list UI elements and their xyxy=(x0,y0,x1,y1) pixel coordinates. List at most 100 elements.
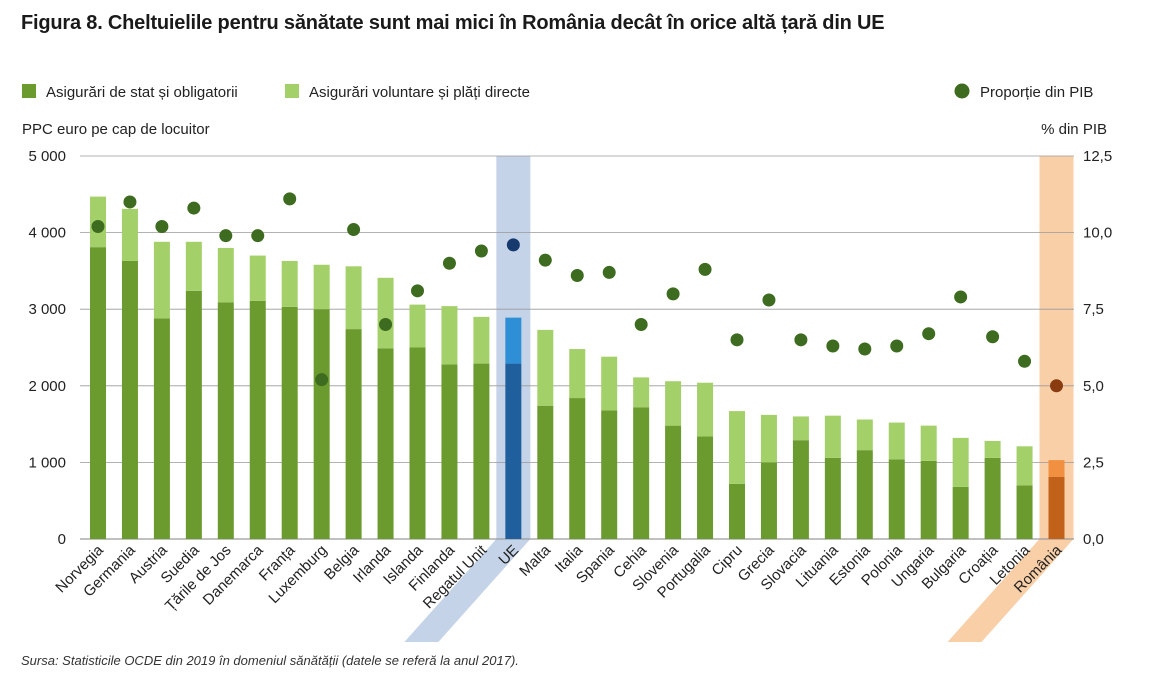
gdp-share-dot xyxy=(858,342,872,356)
bar-mandatory xyxy=(281,306,298,539)
bar-mandatory xyxy=(888,459,905,539)
bar-voluntary xyxy=(697,382,714,437)
bar-voluntary xyxy=(824,415,841,458)
gdp-share-dots xyxy=(91,192,1063,393)
gdp-share-dot xyxy=(123,195,137,209)
gdp-share-dot xyxy=(283,192,297,206)
bars xyxy=(90,196,1065,540)
bar-voluntary xyxy=(153,241,170,319)
gdp-share-dot xyxy=(506,238,520,252)
legend-label-voluntary: Asigurări voluntare și plăți directe xyxy=(309,84,530,101)
gdp-share-dot xyxy=(602,265,616,279)
legend-swatch-mandatory xyxy=(22,84,36,98)
gdp-share-dot xyxy=(187,201,201,215)
left-axis-title: PPC euro pe cap de locuitor xyxy=(22,121,210,138)
bar-mandatory xyxy=(217,302,234,539)
bar-voluntary xyxy=(856,419,873,451)
health-spending-chart: 0 1 000 2 000 3 000 4 000 5 000 0,0 2,5 5,0 7,5 10… xyxy=(22,83,1112,642)
right-tick-label: 5,0 xyxy=(1083,378,1104,395)
gdp-share-dot xyxy=(347,223,361,237)
gdp-share-dot xyxy=(730,333,744,347)
bar-mandatory xyxy=(121,260,138,539)
gdp-share-dot xyxy=(1018,354,1032,368)
gdp-share-dot xyxy=(411,284,424,298)
bar-voluntary xyxy=(473,316,490,364)
bar-voluntary xyxy=(888,422,905,460)
bar-mandatory xyxy=(665,425,682,539)
bar-mandatory xyxy=(729,483,745,539)
bar-mandatory xyxy=(409,347,426,539)
gdp-share-dot xyxy=(251,229,265,243)
right-tick-label: 2,5 xyxy=(1083,454,1104,471)
bar-mandatory xyxy=(1048,476,1065,539)
eu-highlight-band xyxy=(404,156,531,642)
bar-mandatory xyxy=(377,348,394,539)
bar-mandatory xyxy=(185,290,202,539)
bar-voluntary xyxy=(441,306,458,365)
bar-mandatory xyxy=(313,309,330,539)
gdp-share-dot xyxy=(922,327,936,341)
bar-mandatory xyxy=(90,247,106,540)
source-note: Sursa: Statisticile OCDE din 2019 în dom… xyxy=(21,653,519,668)
bar-mandatory xyxy=(345,329,362,539)
bar-voluntary xyxy=(313,264,330,310)
right-tick-label: 12,5 xyxy=(1083,148,1112,165)
gdp-share-dot xyxy=(219,229,233,243)
left-tick-label: 0 xyxy=(58,531,66,548)
gdp-share-dot xyxy=(890,339,904,353)
left-tick-label: 1 000 xyxy=(28,454,66,471)
bar-voluntary xyxy=(249,255,266,301)
bar-voluntary xyxy=(217,247,234,303)
gdp-share-dot xyxy=(1050,379,1063,393)
right-tick-label: 0,0 xyxy=(1083,531,1104,548)
gdp-share-dot xyxy=(794,333,808,347)
gdp-share-dot xyxy=(474,244,488,258)
highlight-bands xyxy=(404,156,1074,642)
gdp-share-dot xyxy=(379,318,393,332)
bar-voluntary xyxy=(760,414,777,463)
bar-mandatory xyxy=(697,436,714,539)
gdp-share-dot xyxy=(538,253,552,267)
bar-voluntary xyxy=(121,208,138,261)
bar-mandatory xyxy=(760,462,777,539)
gdp-share-dot xyxy=(570,268,584,282)
bar-mandatory xyxy=(792,440,809,539)
gdp-share-dot xyxy=(442,256,456,270)
right-tick-label: 7,5 xyxy=(1083,301,1104,318)
bar-voluntary xyxy=(537,329,554,406)
chart-title: Figura 8. Cheltuielile pentru sănătate s… xyxy=(21,12,885,34)
bar-voluntary xyxy=(633,377,650,408)
bar-mandatory xyxy=(633,407,650,539)
bar-mandatory xyxy=(824,457,841,539)
legend: Asigurări de stat și obligatorii Asigură… xyxy=(22,83,1093,101)
gdp-share-dot xyxy=(698,262,712,276)
bar-voluntary xyxy=(729,411,745,484)
bar-mandatory xyxy=(984,457,1001,539)
bar-mandatory xyxy=(505,363,522,539)
gdp-share-dot xyxy=(986,330,1000,344)
bar-mandatory xyxy=(537,405,554,539)
bar-voluntary xyxy=(665,381,682,426)
bar-voluntary xyxy=(569,349,586,399)
left-tick-label: 4 000 xyxy=(28,225,66,242)
gdp-share-dot xyxy=(826,339,840,353)
bar-mandatory xyxy=(569,398,586,539)
bar-mandatory xyxy=(952,486,969,539)
right-axis-title: % din PIB xyxy=(1041,121,1107,138)
legend-swatch-voluntary xyxy=(285,84,299,98)
bar-voluntary xyxy=(1048,460,1065,477)
left-tick-label: 3 000 xyxy=(28,301,66,318)
bar-voluntary xyxy=(920,425,937,461)
bar-voluntary xyxy=(1016,446,1033,486)
gdp-share-dot xyxy=(954,290,968,304)
bar-voluntary xyxy=(984,440,1001,458)
right-tick-label: 10,0 xyxy=(1083,225,1112,242)
gdp-share-dot xyxy=(666,287,680,301)
left-tick-label: 2 000 xyxy=(28,378,66,395)
bar-mandatory xyxy=(601,410,618,539)
gdp-share-dot xyxy=(762,293,776,307)
bar-mandatory xyxy=(249,300,266,539)
bar-voluntary xyxy=(792,416,809,441)
gdp-share-dot xyxy=(634,318,648,332)
